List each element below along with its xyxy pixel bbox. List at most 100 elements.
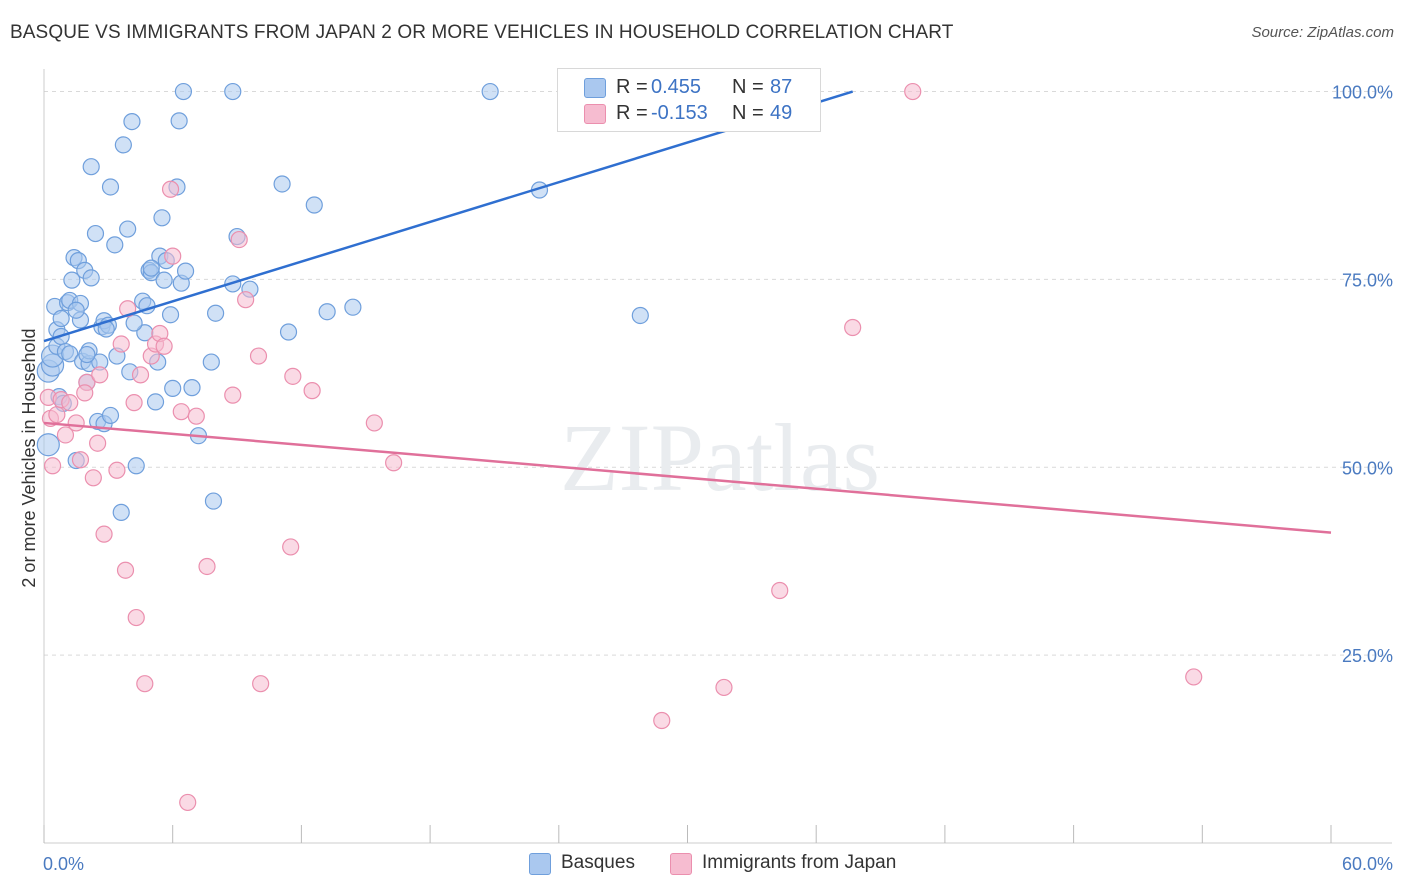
point-basque <box>61 345 79 363</box>
y-axis-label: 2 or more Vehicles in Household <box>19 328 39 587</box>
point-japan <box>172 403 190 421</box>
point-basque <box>202 353 220 371</box>
point-basque <box>344 298 362 316</box>
point-basque <box>224 82 242 101</box>
point-japan <box>108 461 126 479</box>
point-basque <box>86 224 105 243</box>
point-basque <box>170 112 188 130</box>
point-basque <box>273 175 291 193</box>
point-japan <box>89 434 107 452</box>
point-japan <box>48 406 66 424</box>
legend-r-label: R = <box>616 76 648 98</box>
point-basque <box>176 262 195 280</box>
point-basque <box>164 379 182 397</box>
legend-label-basques: Basques <box>561 852 635 873</box>
legend-row-basques: R = 0.455 N = 87 <box>558 75 820 101</box>
point-basque <box>305 196 323 214</box>
point-japan <box>1185 668 1203 686</box>
point-basque <box>67 301 85 319</box>
point-japan <box>76 384 94 402</box>
point-japan <box>91 366 109 384</box>
legend-r-value: -0.153 <box>651 102 708 124</box>
point-basque <box>153 209 171 227</box>
point-basque <box>101 406 120 425</box>
point-basque <box>155 271 173 289</box>
legend-r-label: R = <box>616 102 648 124</box>
legend-swatch-japan <box>670 853 692 875</box>
y-tick-label: 100.0% <box>1332 83 1393 103</box>
tick-labels: 25.0% 50.0% 75.0% 100.0% 0.0% 60.0% <box>43 83 1393 874</box>
point-japan <box>249 347 268 365</box>
chart-title: BASQUE VS IMMIGRANTS FROM JAPAN 2 OR MOR… <box>10 22 954 43</box>
point-basque <box>52 309 70 328</box>
point-japan <box>187 407 205 425</box>
point-japan <box>164 247 182 265</box>
point-japan <box>904 82 922 101</box>
axes <box>43 69 1392 844</box>
gridlines <box>44 91 1392 656</box>
point-japan <box>43 457 62 475</box>
point-basque <box>279 323 298 341</box>
legend-n-value: 49 <box>770 102 793 124</box>
point-basque <box>114 136 132 154</box>
point-japan <box>112 335 130 353</box>
legend-swatch-japan <box>584 104 606 124</box>
source-label: Source: ZipAtlas.com <box>1251 24 1394 41</box>
point-japan <box>116 561 135 579</box>
point-basque <box>123 113 141 131</box>
point-japan <box>155 337 173 355</box>
point-japan <box>131 366 150 384</box>
point-basque <box>63 271 81 289</box>
trend-lines <box>43 90 1332 534</box>
point-japan <box>198 557 216 576</box>
x-tick-label: 0.0% <box>43 854 84 874</box>
point-basque <box>112 503 130 521</box>
legend-n-value: 87 <box>770 76 793 98</box>
point-japan <box>84 469 102 487</box>
series-japan <box>39 82 1203 812</box>
point-japan <box>56 426 75 444</box>
point-basque <box>207 304 225 322</box>
point-japan <box>230 230 248 249</box>
point-basque <box>119 220 137 238</box>
point-basque <box>174 82 193 101</box>
watermark: ZIPatlas <box>560 404 880 511</box>
point-japan <box>95 525 113 543</box>
point-basque <box>36 433 60 457</box>
point-japan <box>224 386 242 404</box>
point-basque <box>318 303 336 321</box>
point-japan <box>127 608 145 627</box>
y-tick-label: 25.0% <box>1342 646 1393 666</box>
legend-n-label: N = <box>732 76 764 98</box>
point-japan <box>385 454 403 472</box>
point-basque <box>146 393 165 411</box>
point-basque <box>631 306 649 325</box>
point-basque <box>142 259 160 277</box>
legend-swatch-basques <box>584 78 606 98</box>
point-japan <box>71 451 90 469</box>
x-tick-label: 60.0% <box>1342 854 1393 874</box>
point-japan <box>61 394 79 412</box>
point-japan <box>771 581 789 600</box>
point-basque <box>106 236 124 254</box>
point-basque <box>161 306 180 324</box>
point-japan <box>252 675 270 693</box>
legend-label-japan: Immigrants from Japan <box>702 852 897 873</box>
point-japan <box>67 414 85 432</box>
point-basque <box>82 158 100 176</box>
point-basque <box>127 457 145 475</box>
y-tick-label: 50.0% <box>1342 458 1393 478</box>
legend-swatch-basques <box>529 853 551 875</box>
correlation-legend: R = 0.455 N = 87 R = -0.153 N = 49 <box>557 68 821 132</box>
point-japan <box>284 367 302 385</box>
point-basque <box>204 492 223 510</box>
point-basque <box>183 379 201 397</box>
point-japan <box>136 675 154 693</box>
point-japan <box>282 538 300 556</box>
series-legend: Basques Immigrants from Japan <box>0 852 1406 878</box>
point-japan <box>237 291 255 309</box>
point-japan <box>125 394 143 412</box>
legend-row-japan: R = -0.153 N = 49 <box>558 101 820 127</box>
point-basque <box>78 345 96 364</box>
